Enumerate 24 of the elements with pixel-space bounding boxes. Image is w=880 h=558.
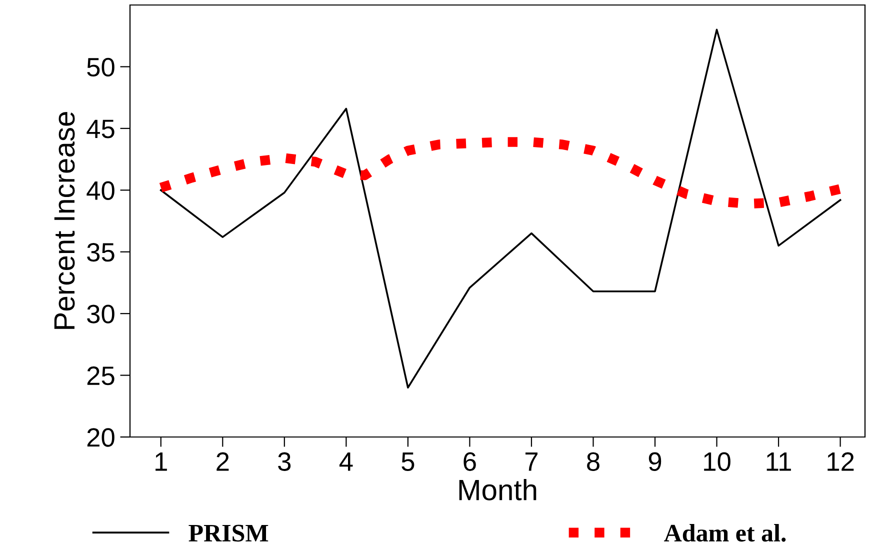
x-tick-label: 7 [525,452,538,471]
y-tick-label: 25 [87,366,114,386]
x-tick-label: 4 [339,452,353,471]
y-tick-label: 20 [87,428,114,447]
y-tick-label: 45 [86,120,114,138]
x-tick-label: 2 [216,452,229,471]
x-tick-label: 6 [464,452,476,471]
legend-label: Adam et al. [664,524,786,542]
y-axis-title: Percent Increase [54,112,75,329]
x-tick-label: 5 [402,452,414,471]
x-tick-label: 12 [828,452,854,471]
y-tick-label: 50 [87,58,114,77]
x-tick-label: 10 [704,452,730,471]
x-tick-label: 11 [766,452,791,471]
x-tick-label: 3 [278,452,291,471]
x-tick-label: 8 [587,452,600,471]
x-tick-label: 9 [648,452,662,471]
x-axis-title: Month [459,478,536,500]
y-tick-label: 35 [87,242,114,262]
legend-label: PRISM [188,524,268,542]
x-tick-label: 1 [156,452,167,471]
y-tick-label: 30 [87,304,114,324]
y-tick-label: 40 [86,181,114,200]
line-series [160,28,842,389]
